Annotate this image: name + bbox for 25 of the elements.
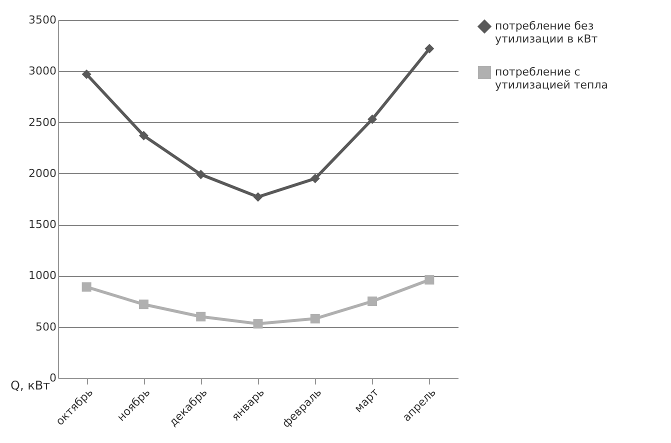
y-axis-title: Q, кВт: [10, 378, 50, 392]
legend-label: потребление без утилизации в кВт: [495, 20, 598, 46]
y-tick-label: 3000: [28, 64, 56, 78]
y-tick-label: 3500: [28, 14, 56, 26]
y-tick-label: 0: [50, 372, 56, 384]
y-tick-label: 2000: [28, 166, 56, 180]
point: [424, 44, 434, 54]
point: [82, 282, 92, 292]
y-tick-label: 2500: [28, 116, 56, 129]
point: [310, 314, 320, 324]
point: [82, 69, 92, 79]
point: [138, 300, 148, 310]
y-tick-label: 1000: [28, 269, 56, 282]
y-tick-label: 1500: [28, 218, 56, 232]
point: [196, 312, 206, 322]
y-tick-label: 500: [36, 320, 56, 334]
point: [368, 296, 378, 306]
point: [424, 275, 434, 285]
legend-label: потребление с утилизацией тепла: [495, 66, 608, 92]
point: [310, 174, 320, 184]
point: [368, 114, 378, 124]
point: [253, 192, 263, 202]
point: [196, 170, 206, 180]
point: [253, 319, 263, 329]
point: [138, 130, 148, 140]
